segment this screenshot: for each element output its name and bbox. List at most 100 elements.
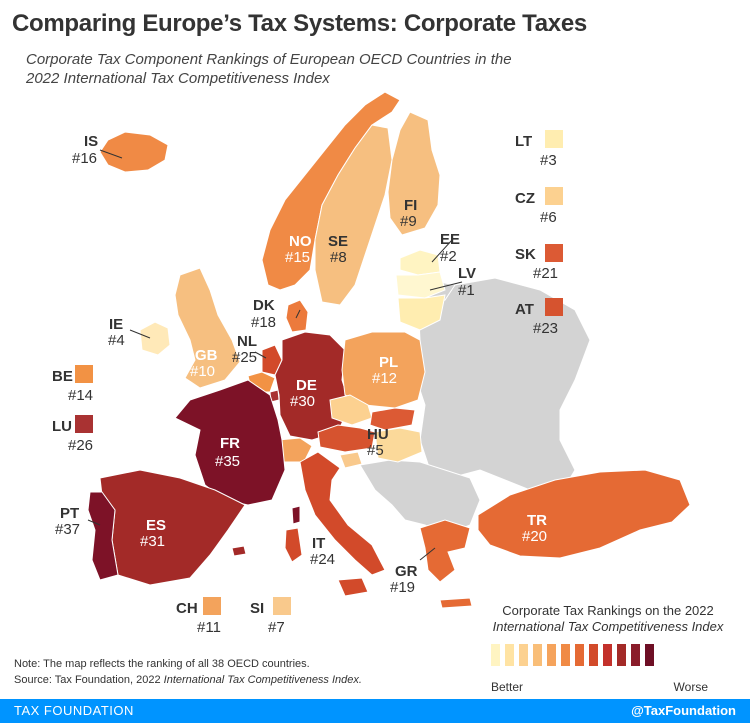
legend-swatch — [603, 644, 612, 666]
country-shape-ee — [399, 249, 441, 276]
country-shape-it — [299, 451, 386, 576]
swatch-ch — [203, 597, 221, 615]
label-lv-code: LV — [458, 265, 476, 282]
label-fr-code: FR — [220, 435, 240, 452]
source-prefix: Source: Tax Foundation, 2022 — [14, 674, 161, 686]
country-shape-tr — [477, 469, 691, 559]
country-shape-fr-corsica — [291, 505, 301, 525]
label-nl-code: NL — [237, 333, 257, 350]
label-is-rank: #16 — [72, 150, 97, 167]
label-ee-code: EE — [440, 231, 460, 248]
label-cz-code: CZ — [515, 190, 535, 207]
country-shape-fi — [387, 111, 441, 236]
label-sk-code: SK — [515, 246, 536, 263]
label-be-code: BE — [52, 368, 73, 385]
country-shape-is — [99, 131, 169, 173]
legend-swatch — [547, 644, 556, 666]
label-it-code: IT — [312, 535, 325, 552]
legend-swatch — [575, 644, 584, 666]
label-nl-rank: #25 — [232, 349, 257, 366]
country-shape-lv — [395, 271, 446, 299]
label-be-rank: #14 — [68, 387, 93, 404]
label-lt-code: LT — [515, 133, 532, 150]
label-lu-code: LU — [52, 418, 72, 435]
legend-swatch — [533, 644, 542, 666]
label-gr-code: GR — [395, 563, 418, 580]
label-sk-rank: #21 — [533, 265, 558, 282]
label-is-code: IS — [84, 133, 98, 150]
country-shape-se — [314, 124, 393, 306]
label-lv-rank: #1 — [458, 282, 475, 299]
country-shape-gb — [174, 267, 241, 389]
swatch-cz — [545, 187, 563, 205]
note-line: Note: The map reflects the ranking of al… — [14, 658, 310, 670]
legend-title-line2: International Tax Competitiveness Index — [492, 619, 724, 634]
label-no-rank: #15 — [285, 249, 310, 266]
label-es-code: ES — [146, 517, 166, 534]
label-pl-rank: #12 — [372, 370, 397, 387]
label-cz-rank: #6 — [540, 209, 557, 226]
label-es-rank: #31 — [140, 533, 165, 550]
label-ee-rank: #2 — [440, 248, 457, 265]
label-si-code: SI — [250, 600, 264, 617]
swatch-lt — [545, 130, 563, 148]
label-ie-rank: #4 — [108, 332, 125, 349]
label-se-rank: #8 — [330, 249, 347, 266]
legend-swatch — [561, 644, 570, 666]
label-pl-code: PL — [379, 354, 398, 371]
footer-brand[interactable]: TAX FOUNDATION — [14, 703, 134, 718]
source-line: Source: Tax Foundation, 2022 Internation… — [14, 672, 362, 688]
swatch-si — [273, 597, 291, 615]
label-ch-rank: #11 — [197, 619, 221, 636]
leader-lines — [87, 149, 463, 561]
legend-swatch — [631, 644, 640, 666]
legend-title: Corporate Tax Rankings on the 2022 Inter… — [478, 603, 738, 635]
label-de-code: DE — [296, 377, 317, 394]
label-hu-rank: #5 — [367, 442, 384, 459]
swatch-at — [545, 298, 563, 316]
country-shape-pt — [87, 491, 119, 581]
label-de-rank: #30 — [290, 393, 315, 410]
europe-map: IS #16 NO #15 SE #8 FI #9 EE #2 LV #1 LT… — [52, 91, 691, 636]
country-labels: IS #16 NO #15 SE #8 FI #9 EE #2 LV #1 LT… — [52, 133, 558, 636]
label-fr-rank: #35 — [215, 453, 240, 470]
label-si-rank: #7 — [268, 619, 285, 636]
country-shape-hu — [374, 427, 423, 463]
label-gr-rank: #19 — [390, 579, 415, 596]
label-fi-rank: #9 — [400, 213, 417, 230]
legend-swatch — [505, 644, 514, 666]
map-subtitle: Corporate Tax Component Rankings of Euro… — [26, 51, 512, 87]
label-tr-rank: #20 — [522, 528, 547, 545]
country-shape-it-sicily — [337, 577, 369, 597]
country-shape-no — [261, 91, 401, 291]
country-shape-fr — [174, 379, 286, 506]
legend-swatch — [589, 644, 598, 666]
swatch-sk — [545, 244, 563, 262]
legend-color-scale — [491, 644, 654, 666]
legend-swatch — [491, 644, 500, 666]
country-shape-ie — [139, 321, 171, 356]
legend-title-line1: Corporate Tax Rankings on the 2022 — [502, 603, 714, 618]
label-se-code: SE — [328, 233, 348, 250]
legend-worse-label: Worse — [673, 680, 708, 694]
source-italic: International Tax Competitiveness Index. — [163, 674, 362, 686]
label-ch-code: CH — [176, 600, 198, 617]
label-lt-rank: #3 — [540, 152, 557, 169]
country-shape-gr-crete — [439, 597, 473, 609]
label-lu-rank: #26 — [68, 437, 93, 454]
country-shape-gr — [419, 519, 471, 583]
country-shape-it-sardinia — [284, 527, 303, 563]
label-ie-code: IE — [109, 316, 123, 333]
label-it-rank: #24 — [310, 551, 335, 568]
footer-handle[interactable]: @TaxFoundation — [631, 703, 736, 718]
label-pt-code: PT — [60, 505, 79, 522]
label-at-rank: #23 — [533, 320, 558, 337]
swatch-lu — [75, 415, 93, 433]
label-hu-code: HU — [367, 426, 389, 443]
legend-swatch — [645, 644, 654, 666]
label-gb-rank: #10 — [190, 363, 215, 380]
legend-swatch — [519, 644, 528, 666]
label-fi-code: FI — [404, 197, 417, 214]
country-shape-es-balearic — [231, 545, 247, 557]
swatch-be — [75, 365, 93, 383]
